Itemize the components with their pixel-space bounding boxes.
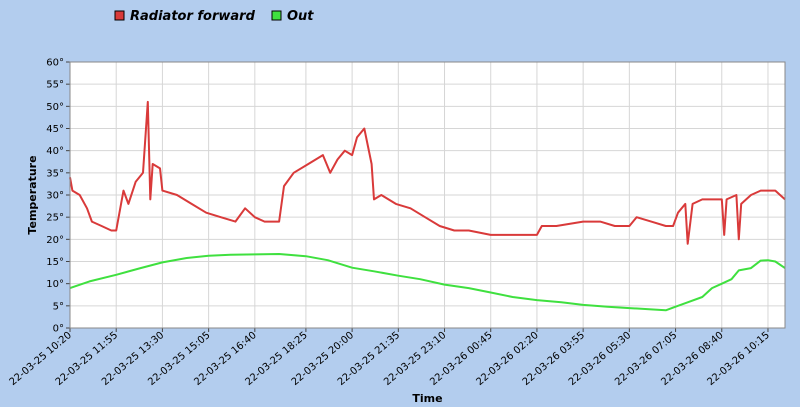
y-tick-label: 10° [46,279,64,290]
legend-label-out: Out [287,9,314,24]
legend-swatch-out [271,10,282,21]
y-tick-label: 50° [46,102,64,113]
y-tick-label: 15° [46,257,64,268]
y-tick-label: 55° [46,80,64,91]
x-axis-title: Time [412,392,442,405]
grid [69,61,785,329]
y-tick-label: 40° [46,146,64,157]
y-tick-label: 60° [46,58,64,69]
y-tick-label: 0° [53,324,64,335]
plot-frame [69,61,786,329]
legend: Radiator forward Out [114,9,314,24]
y-axis-title: Temperature [26,155,39,234]
y-tick-label: 30° [46,191,64,202]
series-lines [69,100,786,312]
y-axis-ticks: 0° 5° 10° 15° 20° 25° 30° 35° 40° 45° 50° 55° 60° [46,58,70,335]
legend-label-radiator-forward: Radiator forward [130,9,256,24]
series-line-radiator-forward [69,100,786,245]
series-line-out [69,253,786,312]
y-tick-label: 45° [46,124,64,135]
legend-swatch-radiator-forward [114,10,125,21]
y-tick-label: 25° [46,213,64,224]
y-tick-label: 5° [53,301,64,312]
y-tick-label: 20° [46,235,64,246]
y-tick-label: 35° [46,168,64,179]
